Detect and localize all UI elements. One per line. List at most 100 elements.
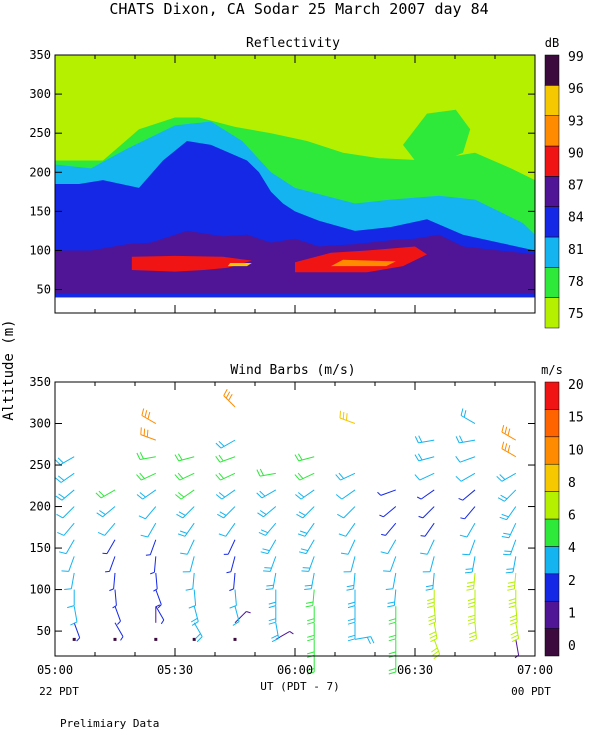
barb-shaft: [345, 522, 356, 537]
wind-barb: [72, 637, 76, 641]
wind-barb: [298, 539, 315, 555]
wind-barb: [347, 622, 356, 642]
wind-ytick-label: 50: [37, 624, 51, 638]
wind-ytick-label: 200: [29, 500, 51, 514]
barb-feather: [297, 453, 303, 461]
barb-shaft: [433, 606, 437, 623]
barb-feather: [347, 605, 356, 609]
wind-xtick-label: 06:30: [397, 663, 433, 677]
barb-feather: [507, 581, 516, 584]
barb-feather: [497, 497, 505, 502]
reflectivity-colorbar-label: 99: [568, 50, 584, 65]
wind-barbs-plot-frame: [54, 381, 536, 657]
barb-shaft: [234, 611, 247, 624]
barb-feather: [414, 436, 419, 444]
barb-shaft: [73, 606, 78, 622]
wind-barb: [268, 606, 277, 625]
barb-feather: [307, 638, 315, 642]
barb-feather: [499, 516, 507, 521]
barb-feather: [138, 515, 146, 520]
barb-feather: [414, 474, 421, 481]
barb-shaft: [149, 539, 157, 555]
barb-feather: [499, 474, 506, 480]
barb-feather: [67, 605, 75, 609]
wind-barb: [379, 506, 397, 518]
wind-barb: [468, 622, 477, 642]
barb-shaft: [186, 539, 195, 555]
wind-barb: [265, 572, 277, 590]
wind-barb: [301, 556, 315, 572]
barb-shaft: [114, 622, 124, 637]
barb-shaft: [114, 589, 117, 606]
barb-feather: [112, 605, 117, 609]
wind-colorbar-label: 4: [568, 541, 576, 556]
wind-barb: [177, 522, 195, 537]
barb-feather: [297, 533, 306, 537]
wind-barb: [467, 589, 476, 609]
barb-shaft: [501, 448, 517, 458]
barb-feather: [105, 570, 110, 573]
barb-feather: [307, 618, 315, 622]
wind-xtick-label: 05:30: [157, 663, 193, 677]
barb-feather: [304, 584, 313, 587]
barb-shaft: [350, 556, 356, 572]
barb-shaft: [512, 556, 517, 573]
barb-shaft: [60, 472, 75, 483]
barb-shaft: [385, 522, 397, 536]
barb-feather: [466, 588, 474, 591]
barb-shaft: [275, 622, 280, 639]
wind-barb: [174, 472, 195, 481]
barb-feather: [57, 457, 64, 464]
barb-feather: [417, 453, 423, 461]
barb-feather: [70, 621, 78, 626]
barb-feather: [460, 517, 465, 520]
barb-shaft: [515, 622, 520, 639]
barb-feather: [218, 472, 225, 479]
wind-barb: [58, 539, 75, 555]
wind-barb: [509, 606, 518, 626]
barb-feather: [425, 584, 434, 588]
barb-shaft: [300, 489, 315, 500]
barb-feather: [503, 532, 511, 535]
wind-barb: [304, 572, 315, 590]
barb-shaft: [509, 539, 517, 555]
barb-feather: [265, 588, 274, 590]
barb-feather: [259, 490, 266, 497]
wind-barb: [215, 454, 236, 463]
barb-feather: [139, 492, 146, 498]
reflectivity-colorbar-swatch: [544, 297, 560, 329]
wind-barb: [380, 539, 397, 555]
wind-barb: [54, 456, 75, 466]
barb-feather: [302, 567, 310, 569]
barb-feather: [120, 636, 124, 641]
barb-feather: [98, 490, 105, 497]
calm-marker: [192, 637, 196, 641]
barb-feather: [97, 531, 105, 536]
barb-feather: [307, 668, 315, 671]
barb-feather: [342, 411, 345, 420]
barb-feather: [61, 570, 69, 572]
barb-shaft: [184, 522, 195, 537]
wind-ytick-label: 350: [29, 375, 51, 389]
barb-feather: [218, 440, 225, 447]
barb-shaft: [141, 415, 157, 424]
barb-feather: [366, 636, 371, 645]
barb-shaft: [462, 489, 476, 501]
barb-feather: [223, 388, 228, 396]
barb-shaft: [501, 472, 517, 482]
wind-barb: [109, 572, 116, 592]
barb-feather: [496, 475, 503, 482]
barb-shaft: [506, 506, 517, 520]
barb-shaft: [259, 472, 276, 477]
barb-feather: [347, 634, 356, 638]
barb-feather: [455, 436, 460, 444]
wind-barb: [55, 489, 75, 501]
barb-shaft: [380, 489, 396, 496]
wind-barb: [174, 453, 195, 462]
reflectivity-contour-96-9: [227, 263, 252, 267]
reflectivity-title: Reflectivity: [246, 36, 340, 51]
wind-barb: [226, 556, 236, 574]
barb-feather: [335, 494, 343, 500]
wind-colorbar-label: 20: [568, 378, 584, 393]
wind-barb: [112, 589, 117, 609]
